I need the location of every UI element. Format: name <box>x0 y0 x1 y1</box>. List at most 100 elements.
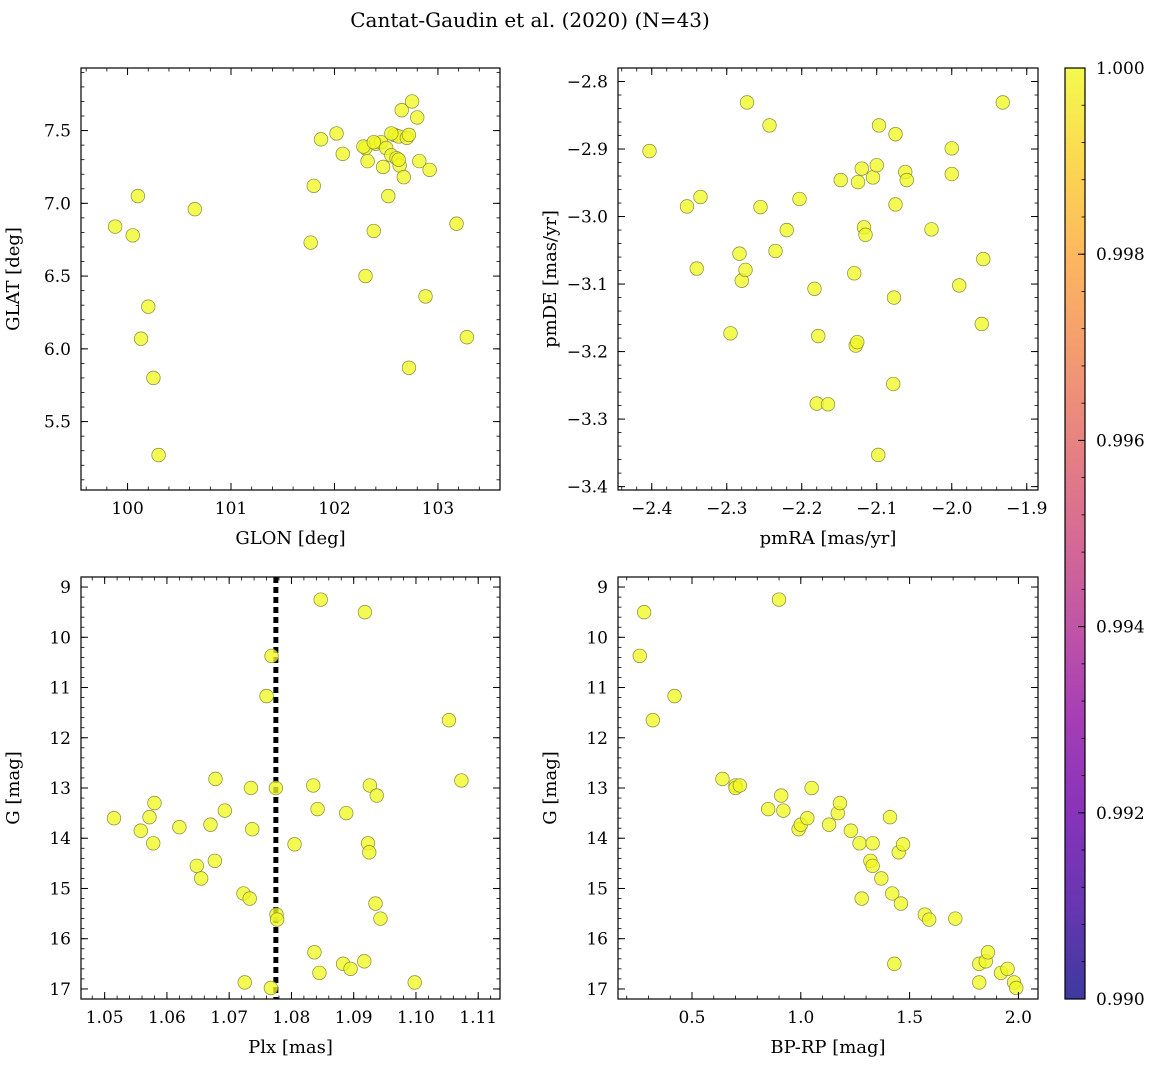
colorbar-tick-label: 0.996 <box>1096 431 1145 451</box>
data-point <box>441 713 457 728</box>
colorbar: 0.990 0.992 0.994 0.996 0.998 1.000 <box>1064 59 1145 1010</box>
data-point <box>313 592 328 607</box>
x-tick-label: −2.3 <box>706 499 747 519</box>
data-point <box>774 788 789 803</box>
x-tick-label: 1.5 <box>896 1008 923 1028</box>
data-point <box>804 780 819 796</box>
y-axis-label: G [mag] <box>540 751 561 824</box>
data-point <box>667 688 682 704</box>
data-point <box>384 126 399 141</box>
colorbar-tick-label: 1.000 <box>1096 59 1145 79</box>
axes-frame <box>80 67 501 491</box>
data-point <box>264 648 279 664</box>
y-tick-label: 15 <box>586 879 608 899</box>
data-point <box>381 188 396 204</box>
x-tick-label: 102 <box>318 499 350 519</box>
data-point <box>771 592 787 607</box>
data-point <box>394 103 409 118</box>
data-point <box>189 858 204 874</box>
data-point <box>357 954 372 969</box>
y-tick-label: 16 <box>586 930 608 950</box>
data-point <box>732 778 748 793</box>
y-tick-label: −3.0 <box>567 208 608 228</box>
data-point <box>636 605 652 620</box>
data-point <box>422 162 437 178</box>
data-point <box>358 268 373 284</box>
data-point <box>366 135 381 150</box>
data-point <box>259 688 274 704</box>
data-point <box>888 197 903 212</box>
data-point <box>869 158 884 173</box>
data-point <box>800 810 815 826</box>
y-tick-label: −2.8 <box>567 73 608 93</box>
data-point <box>368 896 383 911</box>
y-tick-label: 7.5 <box>44 122 71 142</box>
data-point <box>339 805 354 821</box>
data-point <box>245 822 260 837</box>
data-point <box>820 397 836 412</box>
data-point <box>779 222 794 238</box>
x-axis-label: Plx [mas] <box>248 1037 333 1058</box>
data-point <box>125 228 140 243</box>
data-point <box>893 896 909 911</box>
data-point <box>263 980 279 996</box>
x-tick-label: −1.9 <box>1006 499 1047 519</box>
axes-frame <box>617 576 1039 1000</box>
y-tick-label: 9 <box>597 578 608 598</box>
y-tick-label: −3.3 <box>567 410 608 430</box>
y-axis-label: GLAT [deg] <box>3 227 24 331</box>
data-point <box>693 189 708 205</box>
data-point <box>922 912 937 927</box>
data-point <box>208 771 223 787</box>
data-point <box>375 159 391 175</box>
data-point <box>865 858 880 874</box>
data-point <box>886 376 901 392</box>
data-point <box>738 262 753 278</box>
data-point <box>895 837 911 852</box>
data-point <box>242 891 257 906</box>
data-point <box>360 153 375 169</box>
data-point <box>753 199 768 215</box>
data-point <box>147 795 162 811</box>
y-axis-label: G [mag] <box>3 751 24 824</box>
x-tick-label: 0.5 <box>678 1008 705 1028</box>
data-point <box>146 370 161 386</box>
x-axis-label: GLON [deg] <box>235 528 345 549</box>
data-point <box>715 771 730 787</box>
data-point <box>141 299 156 314</box>
data-point <box>396 169 411 185</box>
data-point <box>944 166 959 182</box>
data-point <box>632 648 647 664</box>
data-point <box>732 246 747 261</box>
x-tick-label: 1.09 <box>335 1008 373 1028</box>
data-point <box>194 871 209 886</box>
data-point <box>362 845 377 860</box>
data-point <box>850 334 865 350</box>
x-axis-label: pmRA [mas/yr] <box>760 528 897 549</box>
data-point <box>689 261 704 276</box>
x-tick-label: 101 <box>215 499 247 519</box>
data-point <box>976 251 991 267</box>
panel-plx-g: 1.05 1.06 1.07 1.08 1.09 1.10 1.11 9 10 11 12 13 14 1… <box>3 576 501 1058</box>
data-point <box>854 891 869 906</box>
data-point <box>821 817 837 832</box>
x-tick-label: 1.11 <box>459 1008 497 1028</box>
x-tick-label: 1.0 <box>787 1008 814 1028</box>
data-point <box>887 956 902 971</box>
data-point <box>369 788 384 803</box>
data-point <box>899 172 914 188</box>
panel-bprp-g: 0.5 1.0 1.5 2.0 9 10 11 12 13 14 15 16 17 BP-RP [mag]… <box>540 576 1039 1058</box>
y-tick-label: 12 <box>586 729 608 749</box>
x-axis-label: BP-RP [mag] <box>770 1037 885 1058</box>
data-point <box>944 141 959 156</box>
data-point <box>410 110 425 125</box>
data-point <box>871 118 887 133</box>
colorbar-frame <box>1064 67 1086 1000</box>
data-point <box>404 94 420 109</box>
data-point <box>401 360 417 375</box>
y-tick-label: 5.5 <box>44 413 71 433</box>
data-point <box>858 227 873 242</box>
data-point <box>329 126 344 141</box>
data-point <box>811 328 826 344</box>
